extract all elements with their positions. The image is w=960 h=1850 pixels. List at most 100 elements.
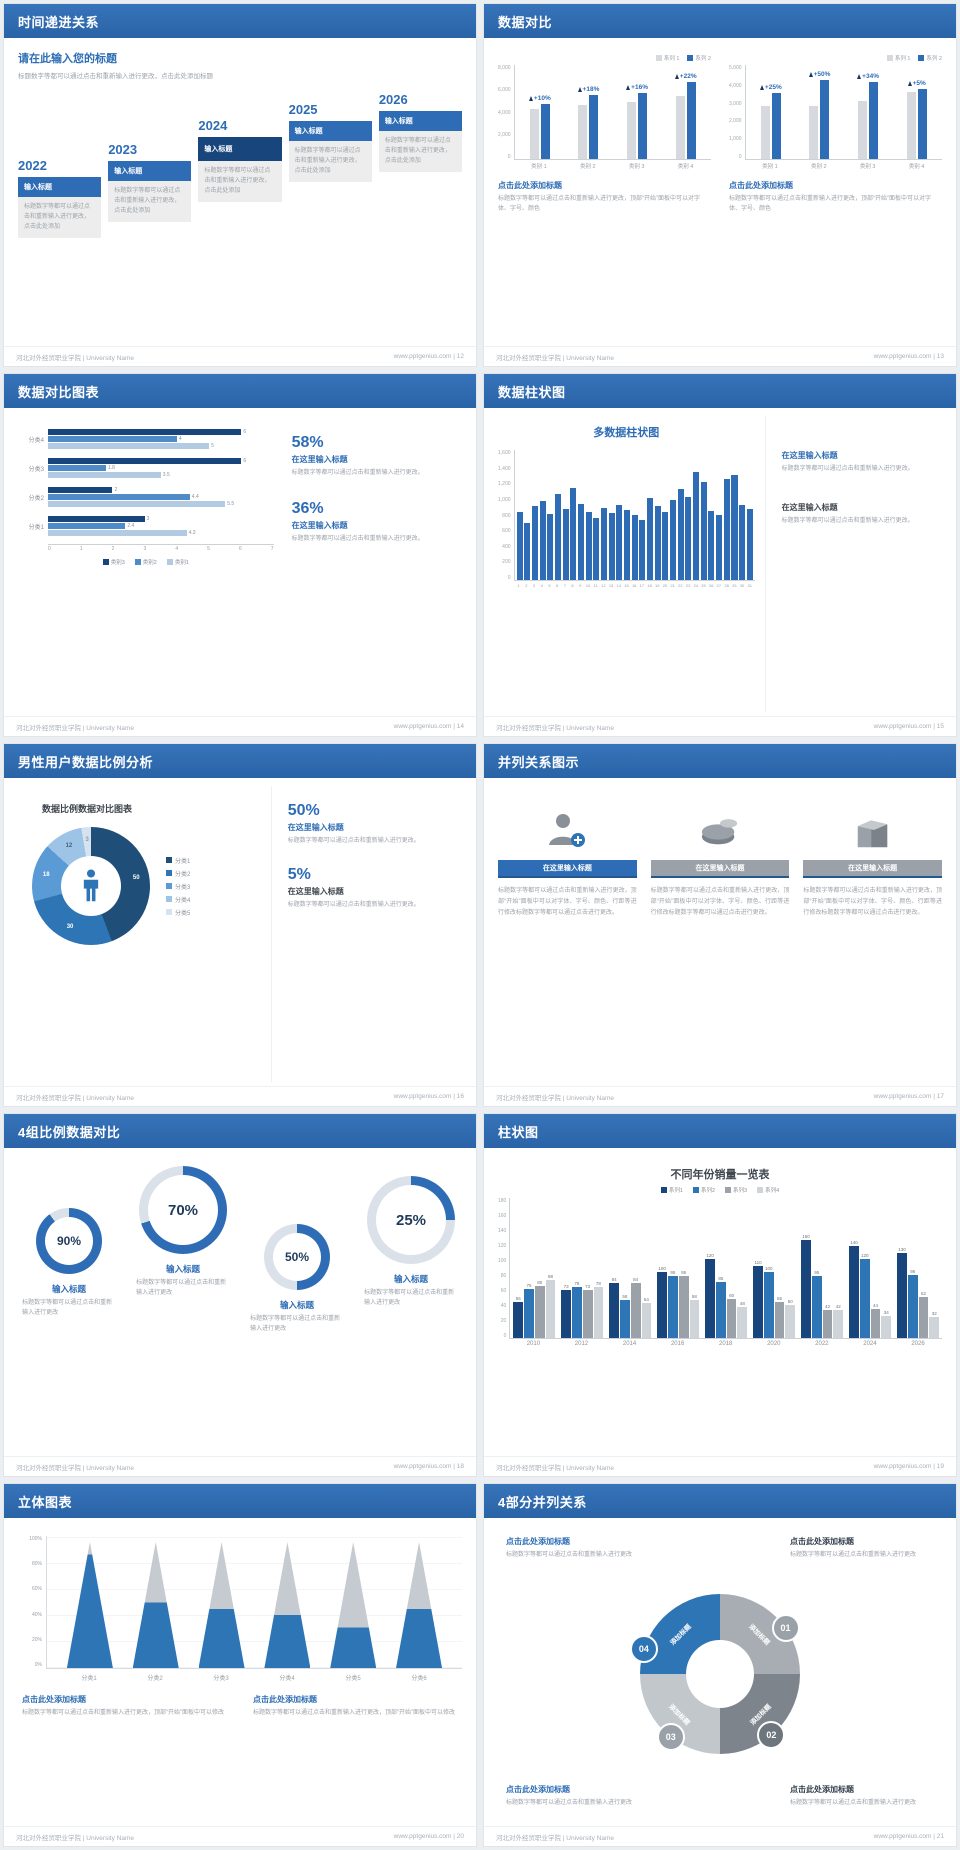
number-badge: 03 <box>656 1723 685 1752</box>
ring-percent: 90% <box>56 1234 82 1248</box>
bar-group: +18% <box>569 86 608 159</box>
slide-footer: 河北对外经贸职业学院 | University Name www.pptgeni… <box>4 1086 476 1106</box>
row-bars: 6 4 5 <box>48 428 274 450</box>
stat-body: 标题数字等都可以通过点击和重新输入进行更改。 <box>287 902 420 909</box>
bar <box>524 1289 534 1338</box>
legend-label: 分类1 <box>175 858 191 865</box>
bar <box>737 1307 748 1338</box>
y-tick-label: 40 <box>500 1303 507 1309</box>
bar-column: 95 <box>811 1270 822 1338</box>
bar <box>669 500 677 580</box>
value-label: 6 <box>243 458 247 464</box>
column-chart: 1,600 1,400 1,200 1,000 800 600 400 200 0 1 2 3 4 5 6 7… <box>498 450 755 592</box>
bar-group: +5% <box>897 80 936 159</box>
y-tick-label: 80% <box>31 1561 42 1568</box>
stat-title: 在这里输入标题 <box>781 451 838 460</box>
y-axis: 1,600 1,400 1,200 1,000 800 600 400 200 0 <box>498 450 511 581</box>
timeline-year: 2023 <box>108 142 138 158</box>
bar-line: 4.4 <box>48 494 274 500</box>
axis-corner <box>729 160 742 171</box>
bar-column: 84 <box>609 1277 620 1338</box>
series1-bar <box>675 96 685 159</box>
x-tick-label: 1 <box>517 583 520 588</box>
chart-legend: 系列 1 系列 2 <box>498 54 711 62</box>
item-body: 标题数字等都可以通过点击和重新输入进行更改，顶部“开始”面板中可以对字体、字号、… <box>803 888 943 916</box>
value-label: 48 <box>739 1301 745 1306</box>
bar-group: 150 95 42 42 <box>798 1234 846 1338</box>
legend-item: 类别1 <box>166 558 189 566</box>
bar-line: 2 <box>48 487 274 493</box>
axis-corner <box>498 160 511 171</box>
bar <box>723 479 730 580</box>
footer-site-page: www.pptgenius.com | 15 <box>873 723 944 730</box>
bar <box>539 501 546 580</box>
slide-14[interactable]: 数据对比图表 分类4 6 4 5 分类3 6 1.8 3.5 分类2 2 4.4 5.5 分类1 3 2.4… <box>3 373 477 737</box>
stat-block: 在这里输入标题 标题数字等都可以通过点击和重新输入进行更改。 <box>782 502 942 526</box>
progress-ring: 70% <box>139 1166 227 1254</box>
bar <box>631 515 638 580</box>
footer-site-page: www.pptgenius.com | 12 <box>393 353 464 360</box>
slide-21[interactable]: 4部分并列关系 点击此处添加标题 标题数字等都可以通过点击和重新输入进行更改 点… <box>483 1483 957 1847</box>
footer-site-page: www.pptgenius.com | 13 <box>873 353 944 360</box>
bar-column: 84 <box>630 1277 641 1338</box>
slide-16[interactable]: 男性用户数据比例分析 数据比例数据对比图表 50 30 18 12 3 <box>3 743 477 1107</box>
bar-column: 50 <box>785 1299 796 1338</box>
chart-panel: 系列 1 系列 2 8,000 6,000 4,000 2,000 0 +10% +18% +… <box>498 54 711 214</box>
value-label: 34 <box>883 1310 889 1315</box>
row-bars: 6 1.8 3.5 <box>48 457 274 479</box>
bar-group: +34% <box>849 73 888 159</box>
bar <box>513 1302 524 1338</box>
y-tick-label: 2,000 <box>729 118 742 125</box>
x-category: 2026 <box>911 1341 925 1347</box>
legend: 类别3 类别2 类别1 <box>18 558 274 566</box>
growth-value: +18% <box>582 86 600 93</box>
bar-column: 73 <box>582 1284 593 1338</box>
slide-20[interactable]: 立体图表 100% 80% 60% 40% 20% 0% <box>3 1483 477 1847</box>
y-tick-label: 200 <box>502 559 511 566</box>
y-tick-label: 0 <box>738 153 742 160</box>
stat-block: 在这里输入标题 标题数字等都可以通过点击和重新输入进行更改。 <box>782 450 942 474</box>
legend-label: 系列 2 <box>926 56 942 62</box>
bar-group: 100 95 95 58 <box>654 1266 702 1338</box>
value-label: 44 <box>872 1303 878 1308</box>
segment-label: 添加标题 <box>669 1623 693 1647</box>
y-tick-label: 600 <box>502 528 511 535</box>
legend-swatch <box>886 55 893 61</box>
bar <box>639 520 646 580</box>
bars <box>529 104 550 159</box>
footer-school: 河北对外经贸职业学院 | University Name <box>16 724 134 732</box>
value-label: 6 <box>243 429 247 435</box>
slide-18[interactable]: 4组比例数据对比 90% 输入标题 标题数字等都可以通过点击和重新输入进行更改 … <box>3 1113 477 1477</box>
legend-item: 分类1 <box>166 856 190 865</box>
slide-13[interactable]: 数据对比 系列 1 系列 2 8,000 6,000 4,000 2,000 0 +10%… <box>483 3 957 367</box>
x-tick-label: 2 <box>111 546 115 552</box>
bar <box>48 523 126 529</box>
legend-item: 系列 2 <box>687 54 711 62</box>
y-tick-label: 4,000 <box>729 82 742 89</box>
ring-center: 50% <box>273 1233 321 1281</box>
slide-19[interactable]: 柱状图 不同年份销量一览表 系列1 系列2 系列3 系列4 180 160 140 1… <box>483 1113 957 1477</box>
bar-column: 100 <box>763 1266 774 1338</box>
legend-label: 系列4 <box>765 1188 780 1194</box>
bar <box>620 1300 630 1338</box>
value-label: 50 <box>787 1299 793 1304</box>
bar <box>600 508 608 580</box>
corner-block: 点击此处添加标题 标题数字等都可以通过点击和重新输入进行更改 <box>506 1784 648 1808</box>
stat-block: 5% 在这里输入标题 标题数字等都可以通过点击和重新输入进行更改。 <box>288 866 462 910</box>
timeline-box-body: 标题数字等都可以通过点击和重新输入进行更改，点击此处添加 <box>198 161 282 202</box>
slide-17[interactable]: 并列关系图示 在这里输入标题 标题数字等都可以通过点击和重新输入进行更改，顶部“… <box>483 743 957 1107</box>
x-axis: 类别 1 类别 2 类别 3 类别 4 <box>514 160 711 171</box>
axis-corner <box>498 1339 506 1350</box>
y-axis: 180 160 140 120 100 80 60 40 20 0 <box>498 1198 506 1339</box>
y-tick-label: 0 <box>507 154 511 160</box>
value-label: 54 <box>643 1297 649 1302</box>
slide-title: 数据柱状图 <box>498 384 566 400</box>
slide-footer: 河北对外经贸职业学院 | University Name www.pptgeni… <box>484 716 956 736</box>
slide-15[interactable]: 数据柱状图 多数据柱状图 1,600 1,400 1,200 1,000 800 600 4… <box>483 373 957 737</box>
x-tick-label: 0 <box>48 546 51 552</box>
x-category: 2018 <box>719 1341 733 1347</box>
item-title: 输入标题 <box>51 1284 86 1294</box>
bars <box>760 93 781 159</box>
x-axis: 分类1 分类2 分类3 分类4 分类5 分类6 <box>46 1671 462 1682</box>
slide-12[interactable]: 时间递进关系 请在此输入您的标题 标题数字等都可以通过点击和重新输入进行更改，点… <box>3 3 477 367</box>
